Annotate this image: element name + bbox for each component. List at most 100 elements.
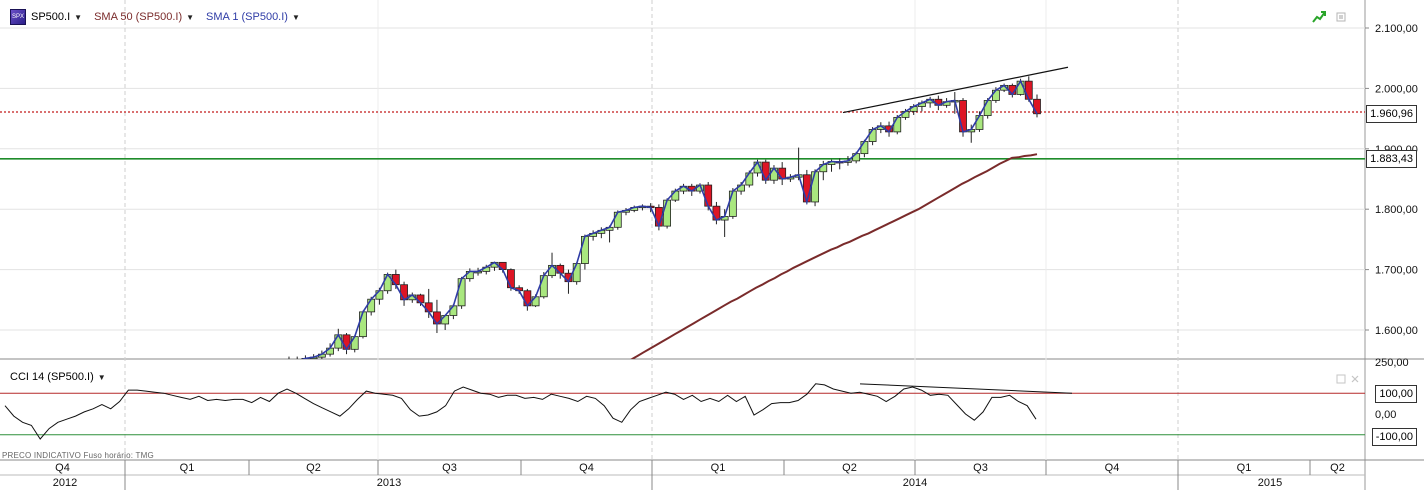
candle-body bbox=[556, 264, 565, 274]
trend-tool-icon[interactable] bbox=[1312, 10, 1326, 24]
candle-body bbox=[663, 199, 671, 227]
candle-body bbox=[671, 190, 680, 201]
candle-body bbox=[375, 290, 384, 300]
maximize-icon[interactable] bbox=[1336, 12, 1346, 22]
candle-body bbox=[975, 115, 984, 130]
candle-body bbox=[868, 129, 877, 142]
cci-lower-tag: -100,00 bbox=[1371, 428, 1417, 446]
candle-body bbox=[342, 334, 351, 350]
symbol-label: SP500.I bbox=[31, 11, 71, 23]
candle-body bbox=[992, 89, 1000, 101]
candle-body bbox=[770, 167, 778, 181]
candle-body bbox=[441, 315, 450, 325]
sma50-line[interactable] bbox=[475, 153, 1038, 446]
chart-legend: SPX SP500.I ▼ SMA 50 (SP500.I) ▼ SMA 1 (… bbox=[0, 9, 312, 25]
cci-trendline[interactable] bbox=[859, 383, 1073, 394]
candle-body bbox=[350, 336, 359, 350]
candle-body bbox=[712, 205, 721, 221]
candle-body bbox=[581, 235, 589, 264]
cci-tick-label: 0,00 bbox=[1375, 409, 1396, 421]
candle-body bbox=[893, 116, 902, 133]
quarter-label: Q2 bbox=[842, 462, 857, 474]
year-label: 2014 bbox=[903, 477, 927, 489]
candle-body bbox=[572, 263, 581, 283]
legend-symbol[interactable]: SP500.I ▼ bbox=[31, 11, 82, 23]
candle-body bbox=[334, 334, 343, 349]
candle-body bbox=[424, 302, 433, 313]
footer-note: PRECO INDICATIVO Fuso horário: TMG bbox=[2, 451, 154, 460]
year-label: 2013 bbox=[377, 477, 401, 489]
candle-body bbox=[802, 174, 811, 203]
caret-down-icon[interactable]: ▼ bbox=[97, 372, 106, 382]
candle-body bbox=[449, 305, 458, 316]
candle-body bbox=[704, 184, 713, 207]
sma50-path bbox=[630, 153, 1038, 359]
candle-body bbox=[1024, 80, 1033, 100]
quarter-label: Q2 bbox=[1330, 462, 1345, 474]
candle-body bbox=[811, 171, 819, 203]
sma1-path bbox=[301, 79, 1038, 359]
candle-body bbox=[745, 172, 754, 186]
cci-upper-tag: 100,00 bbox=[1375, 385, 1417, 403]
candle-body bbox=[728, 190, 737, 217]
caret-down-icon[interactable]: ▼ bbox=[74, 12, 83, 22]
cci-axis[interactable]: 250,00 0,00 bbox=[1375, 357, 1409, 421]
candle-body bbox=[359, 311, 367, 338]
caret-down-icon[interactable]: ▼ bbox=[291, 12, 300, 22]
quarter-label: Q2 bbox=[306, 462, 321, 474]
quarter-label: Q3 bbox=[442, 462, 457, 474]
candle-body bbox=[457, 278, 466, 307]
candle-body bbox=[1033, 98, 1041, 115]
quarter-label: Q3 bbox=[973, 462, 988, 474]
symbol-icon: SPX bbox=[10, 9, 26, 25]
legend-sma1[interactable]: SMA 1 (SP500.I) ▼ bbox=[206, 11, 300, 23]
candle-body bbox=[959, 100, 967, 133]
time-axis[interactable]: Q4 Q1 Q2 Q3 Q4 Q1 Q2 Q3 Q4 Q1 Q2 2012 2013 2014 2015 bbox=[53, 460, 1345, 490]
price-trendline bbox=[842, 66, 1069, 114]
candle-body bbox=[367, 298, 376, 313]
candle-body bbox=[613, 211, 622, 228]
quarter-label: Q4 bbox=[1105, 462, 1120, 474]
candle-body bbox=[852, 153, 861, 162]
last-price-tag: 1.960,96 bbox=[1366, 105, 1417, 123]
candle-body bbox=[507, 269, 515, 289]
price-tick-label: 2.000,00 bbox=[1375, 83, 1418, 95]
year-label: 2012 bbox=[53, 477, 77, 489]
support-price-tag: 1.883,43 bbox=[1366, 150, 1417, 168]
candle-body bbox=[819, 164, 828, 173]
maximize-icon[interactable] bbox=[1336, 374, 1346, 384]
cci-trend-line bbox=[859, 383, 1073, 394]
legend-cci[interactable]: CCI 14 (SP500.I) ▼ bbox=[10, 371, 106, 383]
cci-tick-label: 250,00 bbox=[1375, 357, 1409, 369]
candle-body bbox=[539, 275, 548, 298]
quarter-label: Q4 bbox=[579, 462, 594, 474]
legend-sma50[interactable]: SMA 50 (SP500.I) ▼ bbox=[94, 11, 194, 23]
price-tick-label: 2.100,00 bbox=[1375, 23, 1418, 35]
trendline[interactable] bbox=[842, 66, 1069, 114]
quarter-label: Q1 bbox=[711, 462, 726, 474]
quarter-label: Q1 bbox=[1237, 462, 1252, 474]
cci-line[interactable] bbox=[4, 383, 1037, 440]
candle-body bbox=[778, 167, 787, 180]
price-tick-label: 1.700,00 bbox=[1375, 265, 1418, 277]
sma1-line[interactable] bbox=[215, 79, 1038, 383]
cci-label: CCI 14 (SP500.I) bbox=[10, 371, 94, 383]
close-icon[interactable] bbox=[1350, 374, 1360, 384]
price-tick-label: 1.600,00 bbox=[1375, 325, 1418, 337]
price-tick-label: 1.800,00 bbox=[1375, 204, 1418, 216]
candle-body bbox=[416, 294, 425, 304]
year-label: 2015 bbox=[1258, 477, 1282, 489]
sma50-label: SMA 50 (SP500.I) bbox=[94, 11, 183, 23]
quarter-label: Q4 bbox=[55, 462, 70, 474]
cci-path bbox=[4, 383, 1037, 440]
sma1-label: SMA 1 (SP500.I) bbox=[206, 11, 288, 23]
candle-body bbox=[983, 100, 992, 116]
candle-body bbox=[531, 296, 540, 307]
quarter-label: Q1 bbox=[180, 462, 195, 474]
caret-down-icon[interactable]: ▼ bbox=[186, 12, 195, 22]
cci-levels bbox=[0, 392, 1365, 436]
candle-body bbox=[391, 274, 400, 286]
vertical-grid-lines bbox=[124, 0, 1179, 460]
